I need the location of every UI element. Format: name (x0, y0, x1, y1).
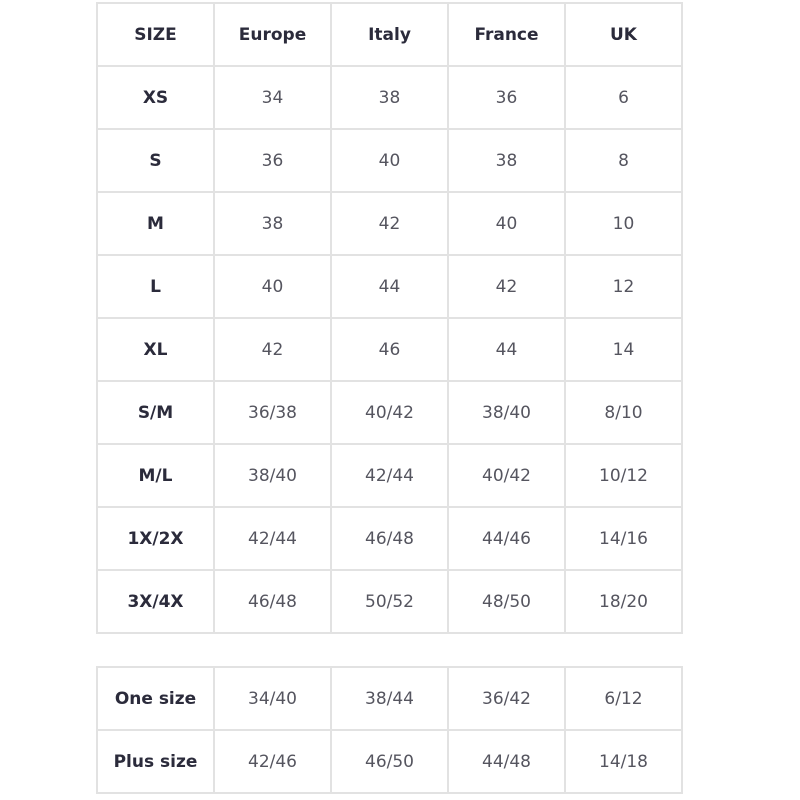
size-value-cell: 38/40 (213, 443, 332, 508)
size-value-cell: 14/18 (564, 729, 683, 794)
size-value-cell: 14/16 (564, 506, 683, 571)
size-value-cell: 14 (564, 317, 683, 382)
size-value-cell: 8 (564, 128, 683, 193)
size-value-cell: 38 (213, 191, 332, 256)
size-value-cell: 8/10 (564, 380, 683, 445)
size-value-cell: 46/48 (213, 569, 332, 634)
size-value-cell: 10/12 (564, 443, 683, 508)
size-label-cell: L (96, 254, 215, 319)
size-value-cell: 44 (447, 317, 566, 382)
table-row: XL 42 46 44 14 (96, 317, 683, 382)
size-value-cell: 38 (447, 128, 566, 193)
size-label-cell: XL (96, 317, 215, 382)
size-value-cell: 18/20 (564, 569, 683, 634)
size-value-cell: 40 (330, 128, 449, 193)
table-row: M/L 38/40 42/44 40/42 10/12 (96, 443, 683, 508)
size-value-cell: 44 (330, 254, 449, 319)
size-label-cell: M/L (96, 443, 215, 508)
size-value-cell: 40 (213, 254, 332, 319)
size-label-cell: Plus size (96, 729, 215, 794)
size-label-cell: XS (96, 65, 215, 130)
special-sizes-table: One size 34/40 38/44 36/42 6/12 Plus size 42/4… (96, 666, 683, 794)
table-row: XS 34 38 36 6 (96, 65, 683, 130)
size-value-cell: 6/12 (564, 666, 683, 731)
column-header: Europe (213, 2, 332, 67)
size-value-cell: 34/40 (213, 666, 332, 731)
size-value-cell: 42 (213, 317, 332, 382)
size-value-cell: 40 (447, 191, 566, 256)
table-row: 1X/2X 42/44 46/48 44/46 14/16 (96, 506, 683, 571)
size-value-cell: 36 (447, 65, 566, 130)
size-value-cell: 44/48 (447, 729, 566, 794)
header-row: SIZE Europe Italy France UK (96, 2, 683, 67)
table-row: L 40 44 42 12 (96, 254, 683, 319)
table-row: M 38 42 40 10 (96, 191, 683, 256)
size-value-cell: 38/40 (447, 380, 566, 445)
size-label-cell: S (96, 128, 215, 193)
size-value-cell: 42/44 (213, 506, 332, 571)
column-header: Italy (330, 2, 449, 67)
size-value-cell: 46/50 (330, 729, 449, 794)
table-row: Plus size 42/46 46/50 44/48 14/18 (96, 729, 683, 794)
size-value-cell: 40/42 (330, 380, 449, 445)
size-value-cell: 42/44 (330, 443, 449, 508)
size-label-cell: M (96, 191, 215, 256)
size-label-cell: 1X/2X (96, 506, 215, 571)
size-label-cell: 3X/4X (96, 569, 215, 634)
size-value-cell: 48/50 (447, 569, 566, 634)
size-value-cell: 42 (330, 191, 449, 256)
size-value-cell: 44/46 (447, 506, 566, 571)
size-value-cell: 50/52 (330, 569, 449, 634)
table-row: S 36 40 38 8 (96, 128, 683, 193)
table-row: S/M 36/38 40/42 38/40 8/10 (96, 380, 683, 445)
column-header: UK (564, 2, 683, 67)
size-label-cell: S/M (96, 380, 215, 445)
column-header: SIZE (96, 2, 215, 67)
column-header: France (447, 2, 566, 67)
size-value-cell: 12 (564, 254, 683, 319)
table-row: 3X/4X 46/48 50/52 48/50 18/20 (96, 569, 683, 634)
size-value-cell: 40/42 (447, 443, 566, 508)
size-value-cell: 10 (564, 191, 683, 256)
size-value-cell: 42/46 (213, 729, 332, 794)
size-value-cell: 46 (330, 317, 449, 382)
size-conversion-table: SIZE Europe Italy France UK XS 34 38 36 6 S 36 40 38 8… (96, 2, 683, 634)
size-value-cell: 36/38 (213, 380, 332, 445)
size-value-cell: 38/44 (330, 666, 449, 731)
size-value-cell: 36 (213, 128, 332, 193)
size-value-cell: 46/48 (330, 506, 449, 571)
size-value-cell: 38 (330, 65, 449, 130)
table-row: One size 34/40 38/44 36/42 6/12 (96, 666, 683, 731)
size-value-cell: 36/42 (447, 666, 566, 731)
size-value-cell: 42 (447, 254, 566, 319)
size-value-cell: 6 (564, 65, 683, 130)
size-value-cell: 34 (213, 65, 332, 130)
size-label-cell: One size (96, 666, 215, 731)
